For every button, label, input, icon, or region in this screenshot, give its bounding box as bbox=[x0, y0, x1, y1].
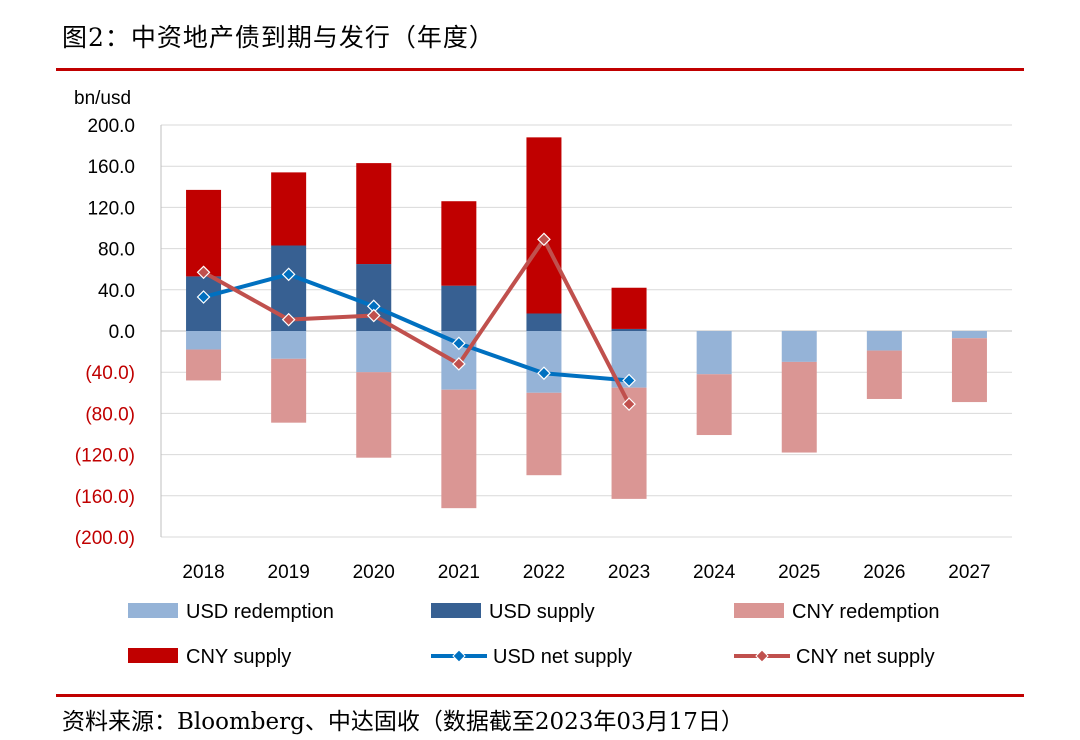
marker-usd-net-supply-2023 bbox=[622, 373, 636, 388]
legend-label-cny-supply: CNY supply bbox=[186, 646, 291, 668]
bar-cny-supply-2023 bbox=[611, 287, 647, 329]
bar-usd-redemption-2027 bbox=[951, 331, 987, 339]
bar-usd-redemption-2022 bbox=[526, 331, 562, 393]
bar-usd-redemption-2024 bbox=[696, 331, 732, 375]
marker-cny-net-supply-2018 bbox=[196, 265, 211, 280]
legend-swatch-usd-redemption bbox=[128, 603, 178, 618]
legend-label-cny-redemption: CNY redemption bbox=[792, 601, 939, 623]
bar-cny-supply-2018 bbox=[186, 189, 222, 277]
bar-cny-redemption-2025 bbox=[781, 361, 817, 453]
bar-cny-redemption-2024 bbox=[696, 374, 732, 436]
x-tick-label: 2024 bbox=[693, 562, 736, 583]
marker-usd-net-supply-2022 bbox=[537, 366, 551, 381]
bar-usd-redemption-2019 bbox=[271, 331, 307, 359]
y-tick-label: (200.0) bbox=[75, 528, 135, 549]
legend-label-usd-redemption: USD redemption bbox=[186, 601, 334, 623]
net-supply-lines bbox=[202, 237, 631, 406]
figure-title: 图2：中资地产债到期与发行（年度） bbox=[62, 23, 495, 52]
top-rule bbox=[56, 68, 1024, 71]
legend-swatch-cny-redemption bbox=[734, 603, 784, 618]
legend-swatch-usd-supply bbox=[431, 603, 481, 618]
marker-cny-net-supply-2019 bbox=[281, 312, 296, 327]
bar-cny-redemption-2020 bbox=[356, 372, 392, 458]
marker-usd-net-supply-2018 bbox=[196, 290, 211, 304]
bottom-rule bbox=[56, 694, 1024, 697]
bar-usd-supply-2022 bbox=[526, 313, 562, 331]
x-tick-label: 2018 bbox=[182, 562, 224, 583]
marker-usd-net-supply-2021 bbox=[452, 336, 466, 351]
bar-cny-redemption-2021 bbox=[441, 389, 477, 509]
bar-usd-supply-2023 bbox=[611, 328, 647, 331]
y-tick-label: (160.0) bbox=[75, 487, 135, 508]
marker-cny-net-supply-2020 bbox=[366, 308, 381, 323]
bar-cny-redemption-2022 bbox=[526, 392, 562, 476]
marker-usd-net-supply-2019 bbox=[281, 267, 296, 282]
legend: USD redemption USD supply CNY redemption CN… bbox=[128, 601, 939, 668]
x-tick-label: 2026 bbox=[863, 562, 905, 583]
x-tick-label: 2027 bbox=[948, 562, 990, 583]
bar-cny-redemption-2019 bbox=[271, 358, 307, 423]
y-tick-label: 200.0 bbox=[87, 116, 135, 137]
bar-cny-supply-2020 bbox=[356, 163, 392, 265]
bar-cny-supply-2022 bbox=[526, 137, 562, 314]
line-cny-net-supply bbox=[202, 237, 631, 406]
bar-cny-supply-2021 bbox=[441, 201, 477, 286]
source-note: 资料来源：Bloomberg、中达固收（数据截至2023年03月17日） bbox=[62, 709, 744, 735]
legend-label-cny-net-supply: CNY net supply bbox=[796, 646, 935, 668]
bar-cny-redemption-2018 bbox=[186, 349, 222, 381]
marker-cny-net-supply-2021 bbox=[452, 357, 466, 371]
x-tick-label: 2019 bbox=[268, 562, 310, 583]
y-tick-label: (120.0) bbox=[75, 446, 135, 467]
bar-usd-redemption-2018 bbox=[186, 331, 222, 350]
y-tick-label: (80.0) bbox=[85, 404, 135, 425]
x-tick-label: 2023 bbox=[608, 562, 650, 583]
line-markers bbox=[196, 232, 636, 411]
y-axis: 200.0 160.0 120.0 80.0 40.0 0.0 (40.0) (80.0) (1… bbox=[75, 116, 162, 549]
y-tick-label: 0.0 bbox=[109, 322, 135, 343]
y-tick-label: (40.0) bbox=[85, 363, 135, 384]
x-axis: 2018 2019 2020 2021 2022 2023 2024 2025 2026 2027 bbox=[182, 562, 990, 583]
y-tick-label: 80.0 bbox=[98, 240, 135, 261]
legend-label-usd-supply: USD supply bbox=[489, 601, 595, 623]
line-usd-net-supply bbox=[203, 272, 630, 383]
marker-cny-net-supply-2023 bbox=[622, 397, 636, 411]
bar-usd-redemption-2026 bbox=[866, 331, 902, 351]
bar-usd-supply-2021 bbox=[441, 285, 477, 331]
legend-marker-usd-net-supply bbox=[452, 649, 466, 663]
legend-marker-cny-net-supply bbox=[755, 649, 769, 663]
y-unit-label: bn/usd bbox=[74, 88, 131, 109]
y-tick-label: 120.0 bbox=[87, 198, 135, 219]
y-tick-label: 160.0 bbox=[87, 157, 135, 178]
bar-cny-redemption-2026 bbox=[866, 350, 902, 399]
x-tick-label: 2020 bbox=[353, 562, 395, 583]
legend-swatch-cny-supply bbox=[128, 648, 178, 663]
bar-usd-redemption-2025 bbox=[781, 331, 817, 362]
bar-cny-supply-2019 bbox=[271, 172, 307, 246]
marker-cny-net-supply-2022 bbox=[537, 232, 551, 247]
x-tick-label: 2021 bbox=[438, 562, 480, 583]
bar-cny-redemption-2027 bbox=[951, 338, 987, 403]
y-tick-label: 40.0 bbox=[98, 281, 135, 302]
legend-label-usd-net-supply: USD net supply bbox=[493, 646, 632, 668]
bar-usd-redemption-2020 bbox=[356, 331, 392, 373]
x-tick-label: 2025 bbox=[778, 562, 820, 583]
x-tick-label: 2022 bbox=[523, 562, 565, 583]
